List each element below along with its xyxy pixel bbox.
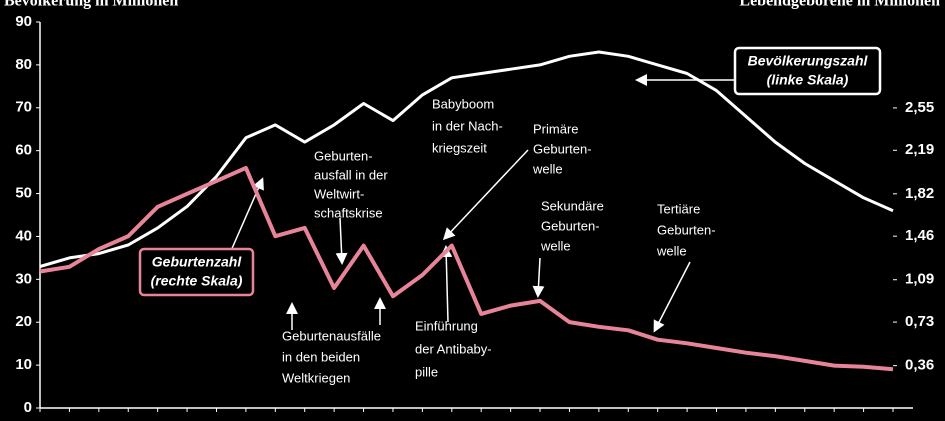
y2-tick-label: 2,19 [905,141,934,158]
y-tick-label: 20 [15,313,32,330]
y2-tick-label: 0,73 [905,313,934,330]
annotation: Geburten- [657,222,716,237]
annotation: Geburten- [541,218,600,233]
data-line [39,50,894,268]
annotation: schaftskrise [314,205,383,220]
legend-label: Geburtenzahl [152,254,243,270]
y-tick-label: 90 [15,13,32,30]
y-tick-label: 30 [15,270,32,287]
y2-axis-title: Lebendgeborene in Millionen [739,0,940,10]
y2-tick-label: 1,82 [905,185,934,202]
annotation: in den beiden [282,349,360,364]
legend-note: (rechte Skala) [151,273,243,289]
y2-tick-label: 1,46 [905,227,934,244]
legend-note: (linke Skala) [767,72,849,88]
y-tick-label: 10 [15,356,32,373]
annotation: Geburten- [533,141,592,156]
annotation: Tertiäre [657,201,700,216]
annotation: in der Nach- [432,118,503,133]
y-axis-title: Bevölkerung in Millionen [4,0,178,10]
y-tick-label: 70 [15,99,32,116]
annotation: ausfall in der [314,167,388,182]
y-tick-label: 60 [15,142,32,159]
annotation: welle [532,161,563,176]
annotation: pille [415,364,438,379]
y2-tick-label: 0,36 [905,357,934,374]
y2-tick-label: 1,09 [905,271,934,288]
annotation: Weltkriegen [282,370,350,385]
y-tick-label: 0 [24,399,32,416]
data-line [39,165,894,372]
annotation: welle [656,243,687,258]
annotation: Einführung [415,318,478,333]
y-tick-label: 80 [15,56,32,73]
annotation: Babyboom [432,96,494,111]
legend-box [138,247,255,297]
y-tick-label: 40 [15,227,32,244]
annotation: Primäre [533,121,579,136]
y2-tick-label: 2,55 [905,99,934,116]
annotation: Geburten- [314,148,373,163]
annotation: der Antibaby- [415,341,492,356]
annotation: Sekundäre [541,198,604,213]
arrows [229,74,735,333]
legend-label: Bevölkerungszahl [748,53,869,69]
annotation: welle [540,238,571,253]
annotation: Geburtenausfälle [282,328,381,343]
annotation: Weltwirt- [314,186,364,201]
legend-box [733,46,882,96]
annotation: kriegszeit [432,140,487,155]
y-tick-label: 50 [15,185,32,202]
